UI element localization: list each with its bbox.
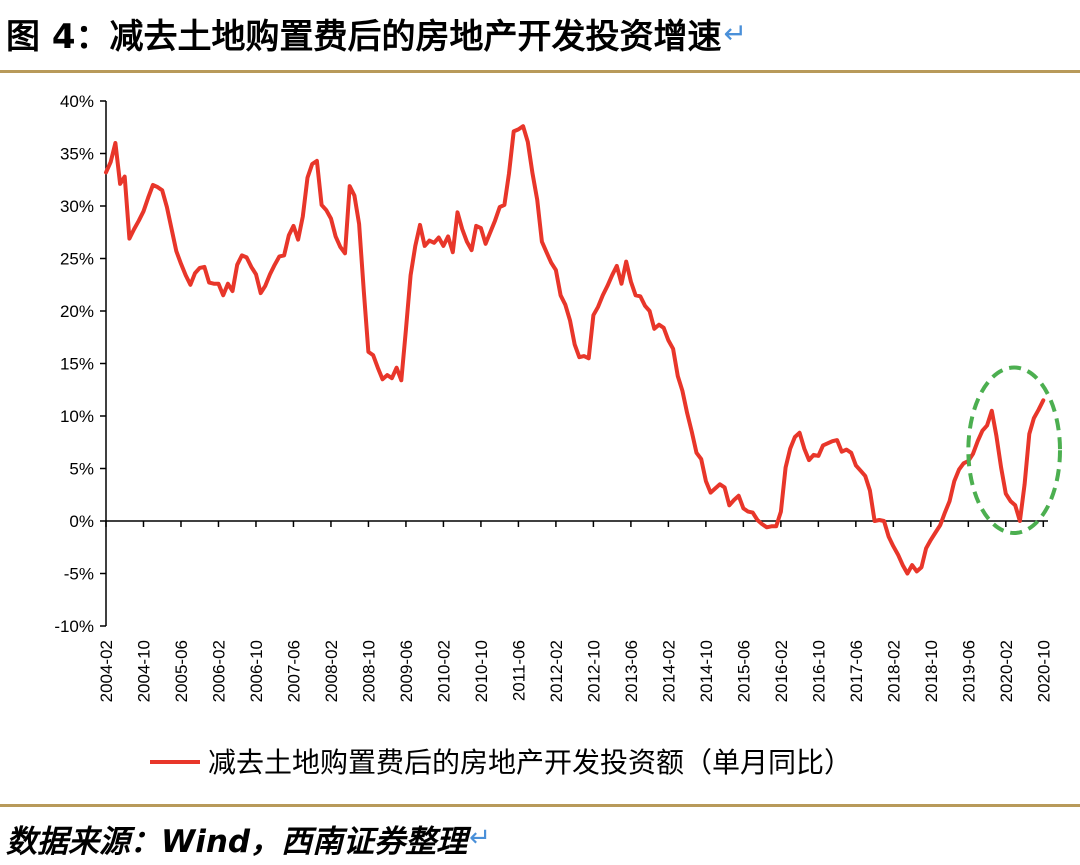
plot-area: [104, 124, 1063, 576]
x-tick-label: 2016-02: [772, 640, 791, 702]
x-tick-label: 2019-06: [959, 640, 978, 702]
x-tick-label: 2014-02: [659, 640, 678, 702]
x-tick-label: 2015-06: [734, 640, 753, 702]
x-tick-label: 2012-02: [547, 640, 566, 702]
axes: -10% -5% 0% 5% 10% 15% 20% 25% 30% 35% 40% 2004-02 2…: [54, 92, 1053, 702]
y-tick-label: 25%: [60, 250, 94, 269]
x-tick-label: 2008-02: [322, 640, 341, 702]
x-tick-label: 2010-02: [434, 640, 453, 702]
highlight-ellipse: [966, 365, 1063, 535]
x-tick-label: 2012-10: [584, 640, 603, 702]
x-tick-label: 2004-10: [134, 640, 153, 702]
x-tick-label: 2016-10: [809, 640, 828, 702]
y-tick-label: 5%: [69, 460, 94, 479]
y-tick-label: 35%: [60, 145, 94, 164]
x-tick-label: 2018-10: [922, 640, 941, 702]
bottom-rule: [0, 804, 1080, 807]
x-tick-label: 2008-10: [359, 640, 378, 702]
y-tick-label: 0%: [69, 512, 94, 531]
source-note: 数据来源：Wind，西南证券整理 ↵: [6, 816, 491, 860]
y-tick-label: 40%: [60, 92, 94, 111]
x-tick-label: 2020-10: [1034, 640, 1053, 702]
x-tick-label: 2005-06: [172, 640, 191, 702]
y-tick-label: -10%: [54, 617, 94, 636]
return-arrow-icon: ↵: [469, 823, 491, 853]
x-tick-label: 2013-06: [622, 640, 641, 702]
x-tick-label: 2004-02: [97, 640, 116, 702]
x-tick-label: 2007-06: [284, 640, 303, 702]
return-arrow-icon: ↵: [723, 16, 747, 50]
x-tick-label: 2010-10: [472, 640, 491, 702]
top-rule: [0, 70, 1080, 73]
x-tick-label: 2011-06: [509, 640, 528, 701]
y-tick-label: 10%: [60, 407, 94, 426]
figure-title-text: 图 4：减去土地购置费后的房地产开发投资增速: [6, 16, 722, 57]
x-tick-label: 2018-02: [884, 640, 903, 702]
legend-label: 减去土地购置费后的房地产开发投资额（单月同比）: [208, 746, 852, 779]
legend: 减去土地购置费后的房地产开发投资额（单月同比）: [150, 746, 852, 779]
y-tick-label: 15%: [60, 355, 94, 374]
x-tick-label: 2014-10: [697, 640, 716, 702]
y-tick-label: 30%: [60, 197, 94, 216]
series-line: [104, 124, 1046, 576]
x-tick-label: 2006-02: [209, 640, 228, 702]
source-text: 数据来源：Wind，西南证券整理: [6, 823, 468, 860]
x-tick-label: 2009-06: [397, 640, 416, 702]
figure-title: 图 4：减去土地购置费后的房地产开发投资增速 ↵: [6, 8, 747, 58]
x-tick-label: 2017-06: [847, 640, 866, 702]
y-tick-label: 20%: [60, 302, 94, 321]
y-tick-label: -5%: [64, 565, 94, 584]
line-chart: -10% -5% 0% 5% 10% 15% 20% 25% 30% 35% 40% 2004-02 2…: [54, 92, 1063, 779]
x-tick-label: 2006-10: [247, 640, 266, 702]
x-tick-label: 2020-02: [997, 640, 1016, 702]
